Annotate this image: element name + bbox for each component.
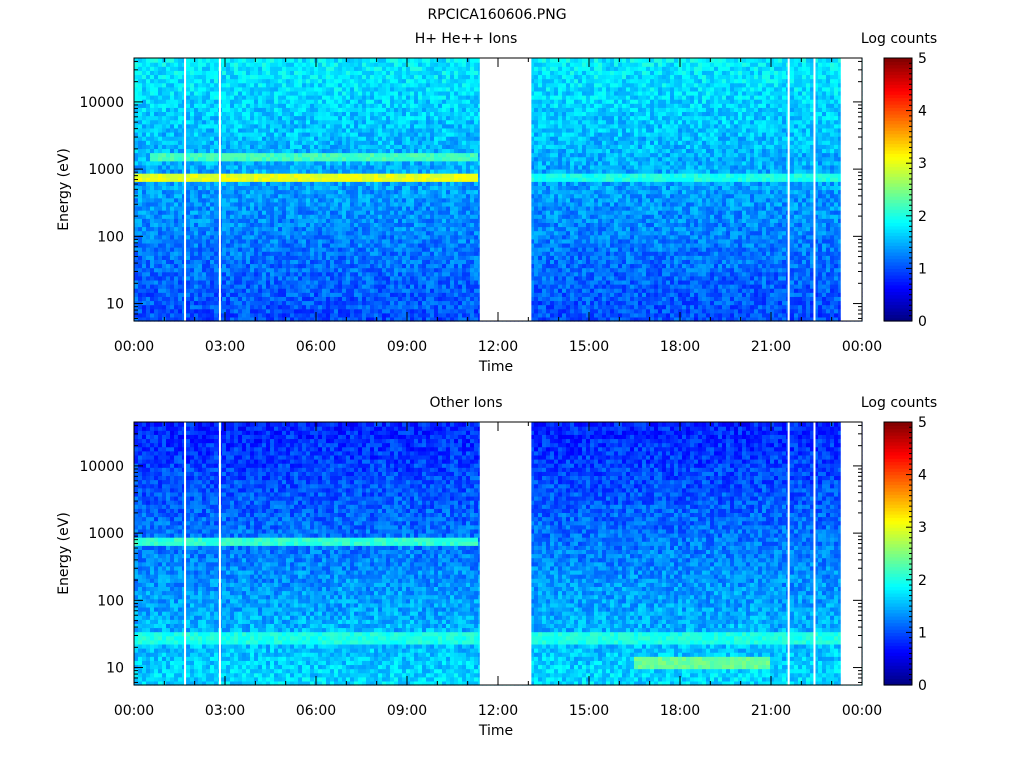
colorbar-tick-label: 0 [918,314,927,330]
x-tick-label: 03:00 [205,339,245,355]
y-tick-label: 10000 [79,459,124,475]
data-gap [184,58,187,321]
data-gap [184,422,187,685]
colorbar-tick-label: 1 [918,625,927,641]
y-tick-label: 10 [106,661,124,677]
x-tick-label: 18:00 [660,703,700,719]
x-tick-label: 06:00 [296,703,336,719]
x-tick-label: 03:00 [205,703,245,719]
data-gap [218,422,221,685]
data-gap [787,58,790,321]
panel-2: Other Ions 00:00 03:00 06:00 09:00 12:00 15:00… [56,395,937,739]
colorbar: 0 1 2 3 4 5 Log counts [861,31,937,330]
x-tick-label: 12:00 [478,703,518,719]
panel-title: Other Ions [429,395,502,411]
heatmap-cells [134,58,863,322]
colorbar-tick-label: 5 [918,51,927,67]
colorbar-tick-label: 4 [918,468,927,484]
x-tick-label: 15:00 [569,339,609,355]
data-gap [813,422,816,685]
x-axis-label: Time [478,723,513,739]
colorbar-tick-label: 3 [918,520,927,536]
y-axis-label: Energy (eV) [56,148,72,231]
data-gap [840,58,862,321]
y-axis-label: Energy (eV) [56,512,72,595]
y-tick-label: 10 [106,297,124,313]
page-title: RPCICA160606.PNG [427,7,566,23]
data-gap [840,422,862,685]
data-gap [479,58,532,321]
x-tick-label: 21:00 [751,339,791,355]
x-tick-label: 12:00 [478,339,518,355]
y-tick-label: 100 [97,593,124,609]
colorbar: 0 1 2 3 4 5 Log counts [861,395,937,694]
y-tick-label: 100 [97,229,124,245]
data-gap [479,422,532,685]
colorbar-label: Log counts [861,395,937,411]
y-tick-label: 1000 [88,162,124,178]
x-tick-label: 00:00 [114,339,154,355]
colorbar-tick-label: 0 [918,678,927,694]
panel-title: H+ He++ Ions [415,31,518,47]
x-tick-label: 00:00 [842,339,882,355]
x-tick-label: 21:00 [751,703,791,719]
colorbar-tick-label: 4 [918,104,927,120]
y-tick-label: 1000 [88,526,124,542]
data-gap [218,58,221,321]
data-gap [787,422,790,685]
data-gap [813,58,816,321]
x-tick-label: 00:00 [114,703,154,719]
colorbar-tick-label: 3 [918,156,927,172]
y-tick-label: 10000 [79,95,124,111]
panel-1: H+ He++ Ions 00:00 03:00 06:00 09:00 12:00 15:… [56,31,937,375]
x-axis-label: Time [478,359,513,375]
colorbar-tick-label: 2 [918,209,927,225]
colorbar-tick-label: 5 [918,415,927,431]
x-tick-label: 00:00 [842,703,882,719]
x-tick-label: 09:00 [387,703,427,719]
colorbar-label: Log counts [861,31,937,47]
colorbar-tick-label: 1 [918,261,927,277]
colorbar-tick-label: 2 [918,573,927,589]
x-tick-label: 15:00 [569,703,609,719]
x-tick-label: 09:00 [387,339,427,355]
x-tick-label: 18:00 [660,339,700,355]
x-tick-label: 06:00 [296,339,336,355]
